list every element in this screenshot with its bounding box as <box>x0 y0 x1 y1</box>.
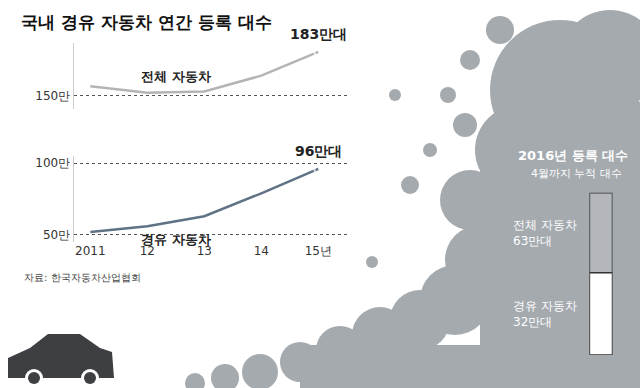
svg-text:15년: 15년 <box>305 244 332 258</box>
svg-text:전체 자동차63만대: 전체 자동차63만대 <box>513 218 577 248</box>
svg-text:2016년 등록 대수: 2016년 등록 대수 <box>518 148 628 163</box>
svg-text:14: 14 <box>254 244 269 258</box>
svg-text:경유 자동차32만대: 경유 자동차32만대 <box>513 299 577 329</box>
svg-text:전체 자동차: 전체 자동차 <box>141 69 211 84</box>
svg-text:4월까지 누적 대수: 4월까지 누적 대수 <box>531 167 622 180</box>
svg-text:183만대: 183만대 <box>290 26 347 42</box>
svg-text:150만: 150만 <box>35 89 70 103</box>
svg-text:경유 자동차: 경유 자동차 <box>141 232 211 247</box>
svg-text:96만대: 96만대 <box>295 143 342 159</box>
svg-text:12: 12 <box>140 244 155 258</box>
svg-text:50만: 50만 <box>43 228 70 242</box>
svg-text:국내 경유 자동차 연간 등록 대수: 국내 경유 자동차 연간 등록 대수 <box>21 12 272 32</box>
svg-text:2011: 2011 <box>75 244 106 258</box>
svg-text:13: 13 <box>197 244 212 258</box>
svg-text:100만: 100만 <box>35 156 70 170</box>
svg-text:자료: 한국자동차산업협회: 자료: 한국자동차산업협회 <box>24 272 141 283</box>
